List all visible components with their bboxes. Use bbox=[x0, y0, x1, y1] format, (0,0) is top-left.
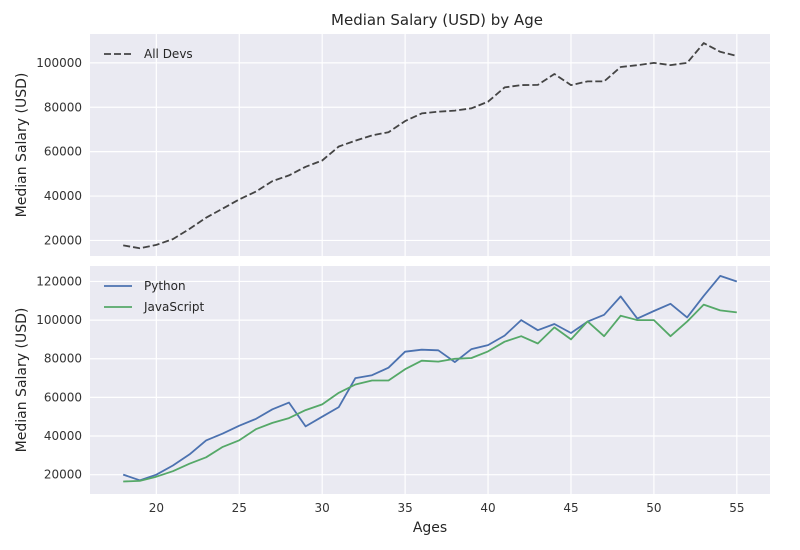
series-line-all-devs bbox=[123, 42, 738, 250]
y-tick-label: 100000 bbox=[36, 313, 82, 327]
bottom-legend: Python JavaScript bbox=[104, 279, 204, 314]
y-tick-label: 80000 bbox=[44, 352, 82, 366]
y-axis-label: Median Salary (USD) bbox=[14, 73, 30, 218]
series-line-javascript bbox=[123, 303, 737, 483]
top-legend: All Devs bbox=[104, 47, 193, 61]
top-plot-area bbox=[90, 34, 770, 256]
x-tick-label: 25 bbox=[232, 501, 247, 515]
y-axis-label: Median Salary (USD) bbox=[14, 308, 30, 453]
x-axis-label: Ages bbox=[413, 520, 447, 536]
x-tick-label: 20 bbox=[149, 501, 164, 515]
y-tick-label: 60000 bbox=[44, 390, 82, 404]
x-tick-label: 45 bbox=[563, 501, 578, 515]
y-tick-label: 40000 bbox=[44, 189, 82, 203]
chart-title: Median Salary (USD) by Age bbox=[331, 11, 543, 29]
bottom-plot-panel: 20 25 30 35 40 45 50 55 20000 40000 60000 80000 1000… bbox=[14, 266, 770, 536]
series-line-python bbox=[122, 274, 738, 482]
bottom-plot-area bbox=[90, 266, 770, 494]
y-tick-label: 80000 bbox=[44, 100, 82, 114]
legend-label: All Devs bbox=[144, 47, 193, 61]
y-tick-label: 100000 bbox=[36, 56, 82, 70]
legend-label: Python bbox=[144, 279, 186, 293]
x-tick-label: 50 bbox=[646, 501, 661, 515]
x-tick-label: 40 bbox=[480, 501, 495, 515]
x-tick-label: 35 bbox=[397, 501, 412, 515]
y-tick-label: 20000 bbox=[44, 468, 82, 482]
y-tick-label: 120000 bbox=[36, 274, 82, 288]
legend-label: JavaScript bbox=[143, 300, 204, 314]
y-tick-label: 60000 bbox=[44, 145, 82, 159]
y-tick-label: 20000 bbox=[44, 233, 82, 247]
top-plot-panel: 20000 40000 60000 80000 100000 Median Salary … bbox=[14, 34, 770, 256]
x-tick-label: 55 bbox=[729, 501, 744, 515]
x-tick-label: 30 bbox=[315, 501, 330, 515]
y-tick-label: 40000 bbox=[44, 429, 82, 443]
